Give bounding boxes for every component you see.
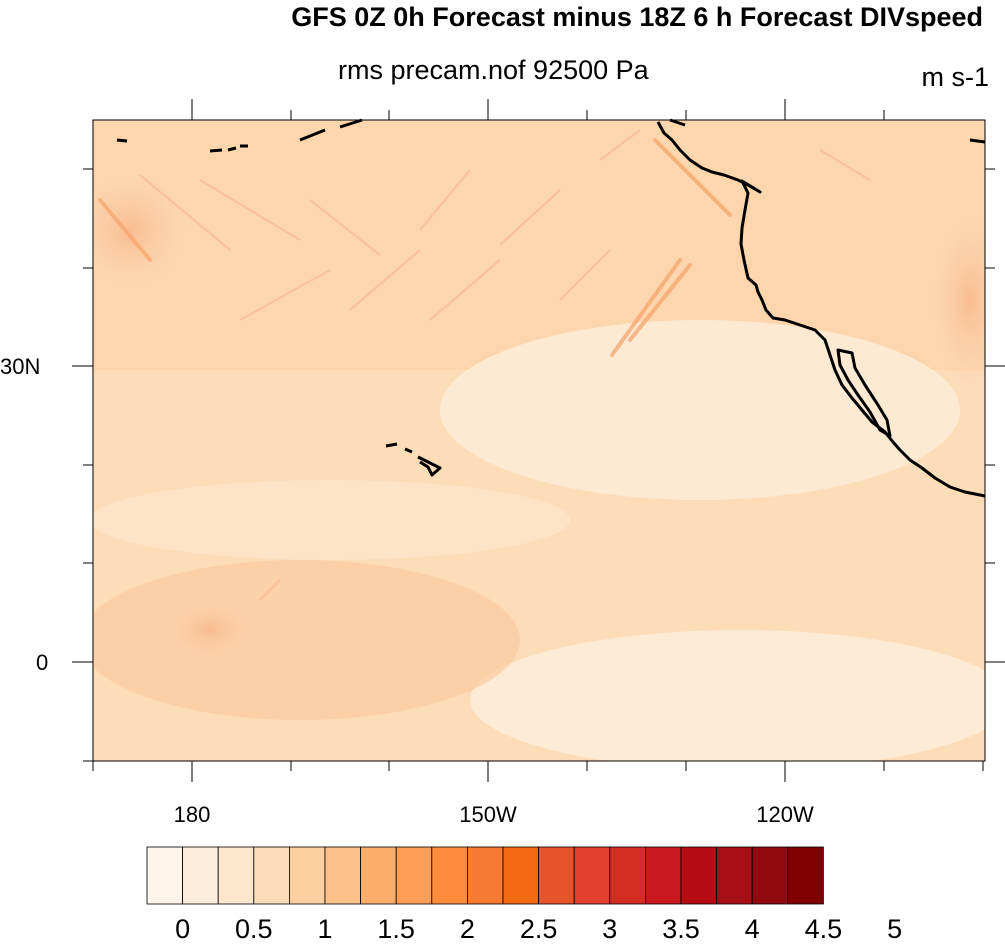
colorbar-swatch-3 (253, 846, 290, 905)
lat-label-0: 0 (36, 650, 49, 675)
coastline (116, 118, 986, 498)
colorbar-tick-label: 3 (602, 914, 618, 944)
colorbar-tick-label: 2.5 (519, 914, 558, 944)
units-label: m s-1 (921, 62, 990, 92)
colorbar-swatch-4 (288, 846, 326, 905)
map-title: GFS 0Z 0h Forecast minus 18Z 6 h Forecas… (291, 2, 983, 32)
map-ticks (72, 99, 1005, 782)
colorbar-swatch-6 (360, 846, 397, 905)
colorbar-swatch-12 (573, 846, 611, 905)
colorbar-tick-label: 2 (459, 914, 475, 944)
colorbar-tick-label: 1 (317, 914, 333, 944)
colorbar-swatch-17 (751, 846, 789, 905)
colorbar-swatch-7 (395, 846, 433, 905)
lon-label-150w: 150W (459, 802, 517, 827)
colorbar-swatch-5 (324, 846, 361, 905)
colorbar-swatch-9 (466, 846, 504, 905)
map-frame (92, 119, 986, 762)
colorbar-swatch-2 (217, 846, 255, 905)
colorbar-swatch-10 (502, 846, 539, 905)
colorbar-tick-label: 5 (887, 914, 903, 944)
map-subtitle: rms precam.nof 92500 Pa (338, 55, 649, 85)
lon-label-180: 180 (173, 802, 211, 827)
colorbar-swatch-16 (716, 846, 753, 905)
colorbar-swatch-8 (431, 846, 468, 905)
colorbar-tick-label: 0.5 (235, 914, 273, 944)
map-field (93, 120, 985, 761)
colorbar-swatch-0 (146, 846, 183, 905)
colorbar-tick-label: 1.5 (377, 914, 415, 944)
colorbar-swatch-13 (609, 846, 646, 905)
colorbar-tick-label: 4.5 (804, 914, 843, 944)
colorbar-tick-label: 3.5 (662, 914, 700, 944)
colorbar-swatch-14 (645, 846, 682, 905)
colorbar-tick-label: 4 (744, 914, 760, 944)
lon-label-120w: 120W (756, 802, 814, 827)
colorbar-swatch-18 (787, 846, 824, 905)
colorbar-tick-label: 0 (175, 914, 191, 944)
colorbar (146, 846, 824, 905)
colorbar-swatch-11 (538, 846, 575, 905)
colorbar-swatch-1 (182, 846, 219, 905)
colorbar-swatch-15 (680, 846, 717, 905)
lat-label-30n: 30N (0, 354, 41, 379)
